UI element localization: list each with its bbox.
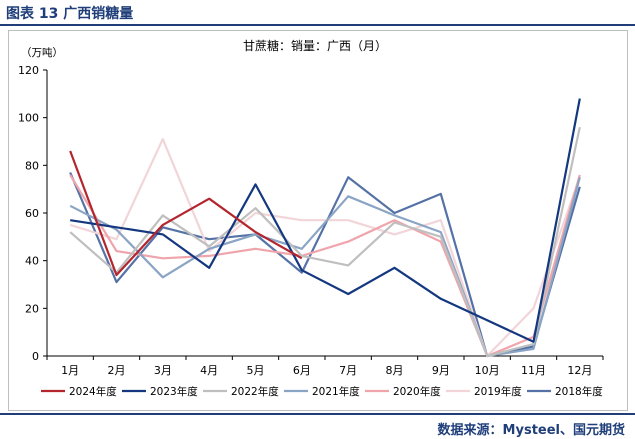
x-tick-label: 1月 [61, 364, 79, 377]
x-tick-label: 11月 [521, 364, 546, 377]
legend-label: 2018年度 [555, 385, 603, 398]
series-line-2020年度 [69, 174, 581, 358]
series-line-2022年度 [69, 126, 581, 358]
series-lines [69, 98, 581, 358]
legend-label: 2019年度 [474, 385, 522, 398]
x-tick-label: 10月 [475, 364, 500, 377]
x-tick-label: 2月 [108, 364, 126, 377]
chart-title: 甘蔗糖：销量：广西（月） [243, 38, 387, 53]
x-tick-label: 4月 [200, 364, 218, 377]
series-line-2021年度 [69, 177, 581, 358]
y-tick-label: 60 [25, 207, 39, 220]
x-tick-label: 7月 [339, 364, 357, 377]
y-tick-label: 0 [32, 350, 39, 363]
legend-label: 2020年度 [393, 385, 441, 398]
series-line-2019年度 [69, 137, 581, 358]
figure-caption: 图表 13 广西销糖量 [6, 6, 134, 22]
y-tick-label: 40 [25, 255, 39, 268]
legend-label: 2022年度 [231, 385, 279, 398]
y-axis-unit: （万吨） [21, 46, 63, 59]
legend-label: 2024年度 [69, 385, 117, 398]
y-tick-label: 100 [18, 112, 39, 125]
legend-label: 2021年度 [312, 385, 360, 398]
x-tick-label: 3月 [154, 364, 172, 377]
line-chart: 甘蔗糖：销量：广西（月） （万吨） 0 20 40 60 80 100 120 1月 2月 3月 4… [18, 38, 604, 398]
legend: 2024年度 2023年度 2022年度 2021年度 2020年度 2019年度 2018… [41, 385, 603, 398]
x-tick-label: 8月 [386, 364, 404, 377]
series-line-2024年度 [69, 150, 303, 277]
x-tick-label: 9月 [432, 364, 450, 377]
top-rule [0, 24, 635, 26]
x-tick-label: 12月 [567, 364, 592, 377]
y-tick-label: 80 [25, 159, 39, 172]
chart-panel: 甘蔗糖：销量：广西（月） （万吨） 0 20 40 60 80 100 120 1月 2月 3月 4… [8, 30, 628, 411]
axes: 0 20 40 60 80 100 120 1月 2月 3月 4月 5月 6月 7月 8月 9月 10月 11月 1… [18, 64, 604, 377]
legend-label: 2023年度 [150, 385, 198, 398]
source-note: 数据来源：Mysteel、国元期货 [437, 423, 625, 438]
x-tick-label: 5月 [247, 364, 265, 377]
y-tick-label: 120 [18, 64, 39, 77]
bottom-rule [0, 413, 635, 415]
x-tick-label: 6月 [293, 364, 311, 377]
y-tick-label: 20 [25, 302, 39, 315]
